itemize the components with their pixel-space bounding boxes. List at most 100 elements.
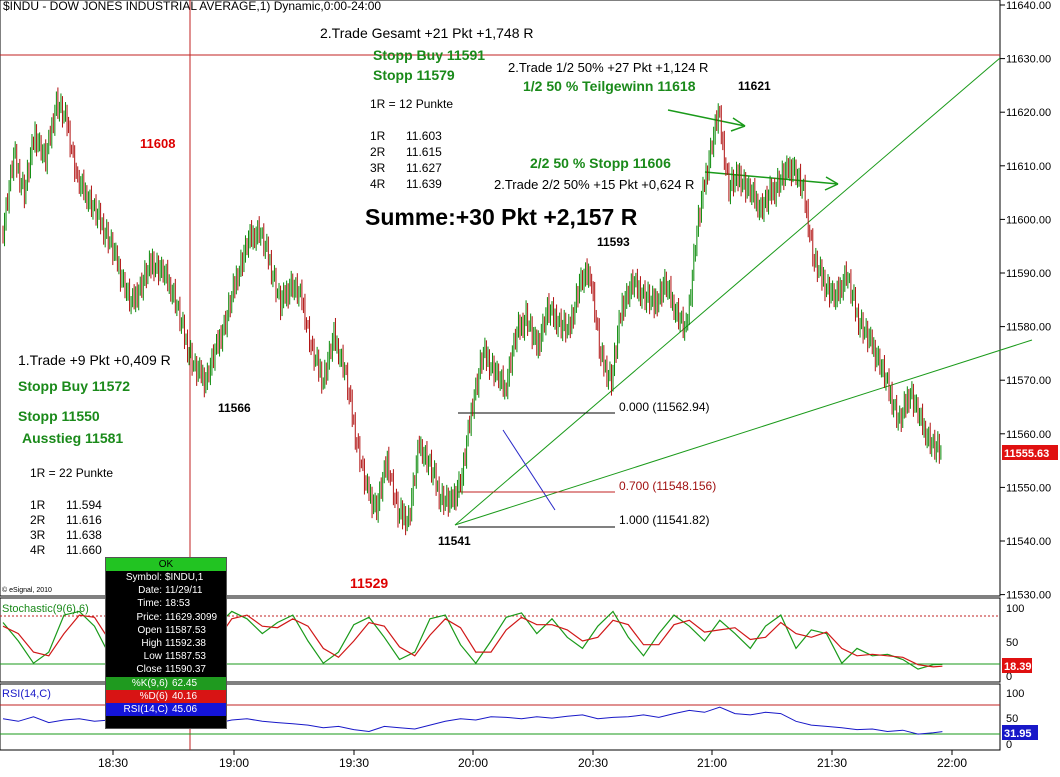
time-tick-label: 18:30	[98, 756, 128, 770]
chart-title: $INDU - DOW JONES INDUSTRIAL AVERAGE,1) …	[3, 0, 381, 13]
stop-buy-2-text: Stopp Buy 11591	[373, 47, 485, 63]
data-window-value: 18:53	[165, 598, 191, 610]
stoch-last-badge	[1002, 658, 1032, 673]
price-tick-label: 11540.00	[1006, 536, 1051, 548]
stop-1-text: Stopp 11550	[18, 408, 100, 424]
data-window-row: Open 11587.53	[106, 624, 226, 637]
price-tick-label: 11530.00	[1006, 590, 1051, 602]
data-window-row: Price: 11629.3099	[106, 611, 226, 624]
r-eq-22-text: 1R = 22 Punkte	[30, 466, 113, 480]
fib-1-text: 1.000 (11541.82)	[619, 513, 710, 527]
data-window-value: 11587.53	[165, 651, 206, 663]
stoch-panel-label: Stochastic(9(6),6)	[2, 603, 89, 615]
price-bars	[2, 87, 942, 536]
trade2-half-text: 2.Trade 1/2 50% +27 Pkt +1,124 R	[508, 60, 708, 75]
trendline-blue	[502, 429, 556, 511]
data-window-key: Time:	[137, 598, 162, 610]
r-table-2: 1R 11.603 2R 11.615 3R 11.627 4R 11.639	[370, 129, 442, 191]
r-level-value: 11.660	[66, 543, 102, 557]
low-11541-text: 11541	[438, 534, 471, 548]
trade1-text: 1.Trade +9 Pkt +0,409 R	[18, 352, 171, 368]
data-window-row: High 11592.38	[106, 637, 226, 650]
price-tick-label: 11590.00	[1006, 268, 1051, 280]
data-window[interactable]: OK Symbol: $INDU,1 Date: 11/29/11 Time: 18:53…	[105, 557, 227, 729]
data-window-rows: Symbol: $INDU,1 Date: 11/29/11 Time: 18:53 Pri…	[106, 571, 226, 677]
data-window-row: Time: 18:53	[106, 597, 226, 610]
r-level-value: 11.638	[66, 528, 102, 542]
price-tick-label: 11580.00	[1006, 322, 1051, 334]
time-tick-label: 22:00	[937, 756, 967, 770]
r-level-value: 11.615	[406, 145, 442, 159]
r-level-key: 1R	[370, 129, 386, 143]
d-label: %D(6)	[139, 690, 168, 702]
time-tick-label: 21:30	[817, 756, 847, 770]
data-window-key: Low	[143, 651, 162, 663]
time-tick-label: 19:00	[219, 756, 249, 770]
data-window-value: 11629.3099	[165, 611, 218, 623]
price-tick-label: 11640.00	[1006, 0, 1051, 12]
time-tick-label: 20:30	[578, 756, 608, 770]
time-axis: 18:30 19:00 19:30 20:00 20:30 21:00 21:30 22:00	[98, 750, 967, 770]
trendline-steep	[454, 57, 1001, 526]
r-level-value: 11.594	[66, 498, 102, 512]
data-window-row: Close 11590.37	[106, 663, 226, 676]
r-level-key: 3R	[370, 161, 386, 175]
data-window-key: Close	[136, 664, 162, 676]
r-level-key: 2R	[30, 513, 46, 527]
price-tick-label: 11620.00	[1006, 107, 1051, 119]
rsi-value: 45.06	[172, 703, 198, 715]
stoch-tick-label: 100	[1006, 603, 1024, 615]
data-window-value: 11/29/11	[165, 585, 203, 597]
time-tick-label: 20:00	[458, 756, 488, 770]
r-level-key: 1R	[30, 498, 46, 512]
trendline-shallow	[454, 339, 1033, 526]
data-window-row: Low 11587.53	[106, 650, 226, 663]
data-window-row: Date: 11/29/11	[106, 584, 226, 597]
price-tick-label: 11560.00	[1006, 429, 1051, 441]
r-level-value: 11.616	[66, 513, 102, 527]
rsi-panel-label: RSI(14,C)	[2, 688, 51, 700]
stop-half-text: 2/2 50 % Stopp 11606	[530, 155, 671, 171]
price-tick-label: 11570.00	[1006, 375, 1051, 387]
rsi-tick-label: 50	[1006, 713, 1018, 725]
data-window-key: Symbol:	[125, 572, 162, 583]
r-level-value: 11.627	[406, 161, 442, 175]
r-level-value: 11.639	[406, 177, 442, 191]
partial-profit-text: 1/2 50 % Teilgewinn 11618	[523, 78, 696, 94]
high-11621-text: 11621	[738, 79, 771, 93]
stop-buy-1-text: Stopp Buy 11572	[18, 378, 130, 394]
copyright-label: © eSignal, 2010	[2, 586, 52, 594]
price-tick-label: 11630.00	[1006, 54, 1051, 66]
d-value: 40.16	[172, 690, 198, 702]
k-label: %K(9,6)	[131, 677, 168, 689]
rsi-label: RSI(14,C)	[123, 703, 168, 715]
data-window-key: Open	[137, 624, 162, 636]
red-11529-text: 11529	[350, 575, 388, 591]
arrowhead-partial-profit	[730, 117, 746, 132]
arrowhead-stop-half	[824, 176, 839, 191]
data-window-rsi-row: RSI(14,C) 45.06	[106, 702, 226, 716]
data-window-value: 11592.38	[165, 637, 206, 649]
data-window-ok-button[interactable]: OK	[106, 558, 226, 571]
r-table-1: 1R 11.594 2R 11.616 3R 11.638 4R 11.660	[30, 498, 102, 557]
r-level-value: 11.603	[406, 129, 442, 143]
data-window-key: Price:	[136, 611, 162, 623]
sum-text: Summe:+30 Pkt +2,157 R	[365, 204, 638, 230]
last-price-badge	[1002, 445, 1058, 460]
fib-07-text: 0.700 (11548.156)	[619, 479, 716, 493]
rsi-last-badge	[1002, 725, 1038, 740]
r-level-key: 3R	[30, 528, 46, 542]
r-level-key: 4R	[30, 543, 46, 557]
low-11593-text: 11593	[597, 235, 630, 249]
rsi-tick-label: 0	[1006, 739, 1012, 751]
stop-2-text: Stopp 11579	[373, 67, 455, 83]
price-tick-label: 11610.00	[1006, 161, 1051, 173]
data-window-k-row: %K(9,6) 62.45	[106, 676, 226, 690]
red-11608-text: 11608	[140, 136, 175, 151]
fib-0-text: 0.000 (11562.94)	[619, 400, 710, 414]
stoch-tick-label: 0	[1006, 671, 1012, 683]
time-tick-label: 19:30	[339, 756, 369, 770]
data-window-value: 11590.37	[165, 664, 206, 676]
price-axis: 11640.00 11630.00 11620.00 11610.00 11600.00…	[1000, 0, 1051, 602]
